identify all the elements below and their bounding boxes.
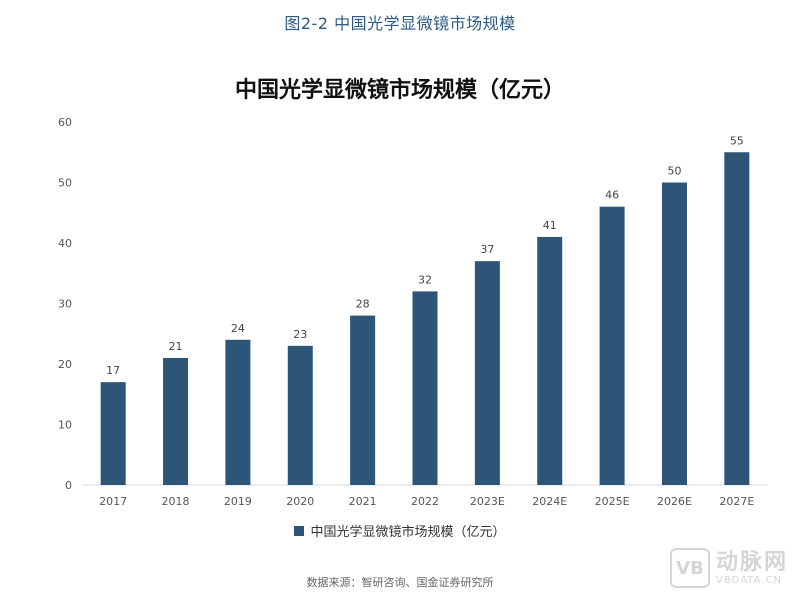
bar-2023E (474, 261, 500, 485)
bar-2027E (724, 152, 750, 485)
y-axis: 0 10 20 30 40 50 60 (58, 116, 72, 492)
x-tick-label: 2018 (162, 495, 190, 508)
watermark-name: 动脉网 (715, 549, 788, 575)
x-tick-label: 2024E (532, 495, 567, 508)
data-label-2018: 21 (169, 340, 183, 353)
data-label-2026E: 50 (667, 165, 681, 178)
data-label-2027E: 55 (730, 134, 744, 147)
x-tick-label: 2023E (470, 495, 505, 508)
x-tick-label: 2021 (349, 495, 377, 508)
x-tick-label: 2025E (595, 495, 630, 508)
bar-series (100, 152, 750, 485)
x-axis: 2017 2018 2019 2020 2021 2022 2023E 2024E 2025E 2… (82, 484, 768, 508)
legend-swatch (294, 525, 305, 536)
data-label-2021: 28 (356, 298, 370, 311)
bar-2024E (537, 236, 563, 485)
bar-2022 (412, 291, 438, 485)
data-label-2019: 24 (231, 322, 245, 335)
bar-2020 (287, 345, 313, 485)
chart-title: 中国光学显微镜市场规模（亿元） (234, 78, 565, 103)
x-tick-label: 2017 (99, 495, 127, 508)
y-tick-label: 40 (58, 237, 72, 250)
data-label-2020: 23 (293, 328, 307, 341)
bar-2025E (599, 206, 625, 485)
data-labels: 17 21 24 23 28 32 37 41 46 50 55 (106, 134, 744, 377)
bar-2019 (225, 339, 251, 485)
bar-2026E (661, 182, 687, 485)
y-tick-label: 20 (58, 358, 72, 371)
y-tick-label: 50 (58, 177, 72, 190)
x-tick-label: 2022 (411, 495, 439, 508)
bar-2021 (350, 315, 376, 485)
watermark-url: VBDATA.CN (715, 574, 782, 586)
data-label-2017: 17 (106, 364, 120, 377)
y-tick-label: 60 (58, 116, 72, 129)
data-label-2024E: 41 (543, 219, 557, 232)
figure-caption: 图2-2 中国光学显微镜市场规模 (284, 14, 516, 33)
y-tick-label: 30 (58, 298, 72, 311)
data-label-2023E: 37 (480, 243, 494, 256)
legend: 中国光学显微镜市场规模（亿元） (0, 521, 800, 540)
legend-label: 中国光学显微镜市场规模（亿元） (310, 525, 506, 540)
y-tick-label: 0 (65, 479, 72, 492)
y-tick-label: 10 (58, 419, 72, 432)
x-tick-label: 2027E (719, 495, 754, 508)
vbdata-logo-icon: VB (669, 548, 710, 588)
watermark: VB 动脉网 VBDATA.CN (669, 548, 788, 588)
data-label-2022: 32 (418, 273, 432, 286)
bar-2017 (100, 382, 126, 485)
x-tick-label: 2026E (657, 495, 692, 508)
source-note: 数据来源：智研咨询、国金证券研究所 (306, 576, 494, 589)
bar-2018 (163, 357, 189, 485)
x-tick-label: 2019 (224, 495, 252, 508)
data-label-2025E: 46 (605, 189, 619, 202)
x-tick-label: 2020 (286, 495, 314, 508)
